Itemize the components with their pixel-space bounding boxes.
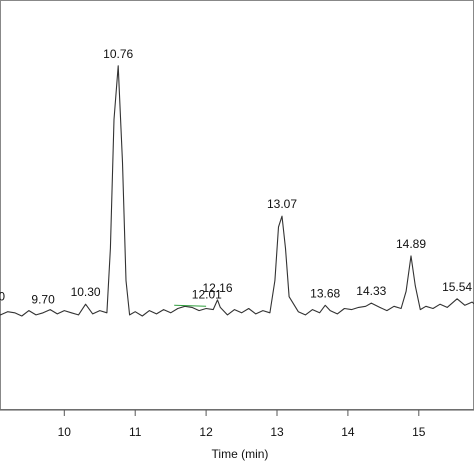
chart-frame	[0, 0, 474, 410]
peak-label: 10.30	[71, 285, 101, 299]
peak-label: 13.68	[310, 286, 340, 300]
peak-label: 13.07	[267, 197, 297, 211]
chromatogram-trace	[0, 65, 474, 317]
x-axis-ticks: 9101112131415	[58, 410, 426, 439]
peak-label: 9.70	[31, 293, 55, 307]
peak-label: 14.33	[356, 284, 386, 298]
x-tick-label: 12	[199, 425, 213, 439]
x-tick-label: 14	[341, 425, 355, 439]
baseline-integration-mark	[174, 304, 207, 307]
peak-label: 9.00	[0, 290, 5, 304]
peak-label: 12.01	[192, 287, 222, 301]
peak-label: 15.54	[442, 280, 472, 294]
x-tick-label: 15	[412, 425, 426, 439]
peak-label: 12.16	[202, 281, 232, 295]
x-tick-label: 13	[270, 425, 284, 439]
peak-label: 10.76	[103, 47, 133, 61]
x-axis-title: Time (min)	[212, 447, 269, 461]
peak-label: 14.89	[396, 237, 426, 251]
x-tick-label: 11	[129, 425, 142, 439]
x-tick-label: 10	[58, 425, 72, 439]
